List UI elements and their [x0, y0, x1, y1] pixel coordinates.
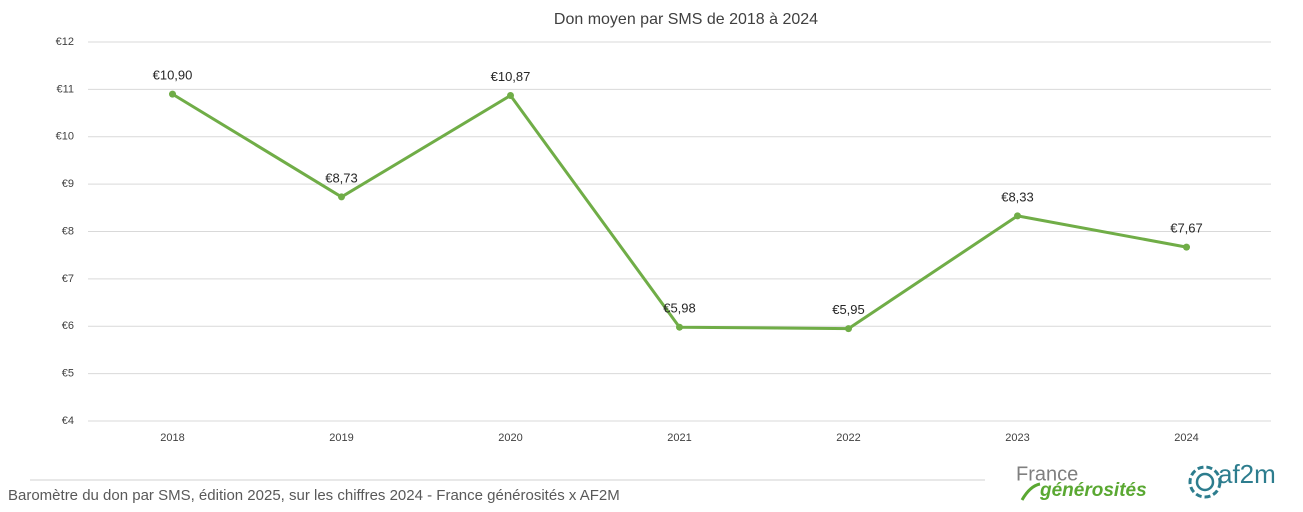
y-tick-label: €7: [62, 273, 74, 285]
logo-text: af2m: [1218, 459, 1276, 489]
y-tick-label: €12: [56, 36, 74, 48]
x-tick-label: 2022: [836, 432, 860, 444]
x-tick-label: 2021: [667, 432, 691, 444]
x-tick-label: 2020: [498, 432, 522, 444]
y-tick-label: €10: [56, 131, 74, 143]
y-tick-label: €8: [62, 225, 74, 237]
logo-text: générosités: [1039, 480, 1147, 501]
data-label: €10,90: [153, 68, 193, 83]
data-point: [169, 90, 176, 98]
logo-icon: [1195, 472, 1215, 492]
data-label: €8,73: [325, 170, 358, 185]
y-tick-label: €4: [62, 415, 74, 427]
logo-icon: [1188, 465, 1222, 499]
y-tick-label: €9: [62, 178, 74, 190]
data-label: €8,33: [1001, 189, 1034, 204]
x-tick-label: 2018: [160, 432, 184, 444]
data-point: [845, 325, 852, 333]
data-point: [507, 92, 514, 100]
data-label: €5,95: [832, 302, 865, 317]
data-label: €10,87: [491, 69, 531, 84]
data-point: [1014, 212, 1021, 220]
data-label: €5,98: [663, 301, 696, 316]
x-tick-label: 2023: [1005, 432, 1029, 444]
y-tick-label: €6: [62, 320, 74, 332]
logo-text: France: [1016, 463, 1078, 485]
chart-title: Don moyen par SMS de 2018 à 2024: [554, 11, 818, 28]
x-tick-label: 2019: [329, 432, 353, 444]
data-point: [1183, 243, 1190, 251]
footer-source: Baromètre du don par SMS, édition 2025, …: [8, 487, 620, 504]
data-line: [171, 92, 1187, 331]
y-tick-label: €11: [56, 83, 74, 95]
logo-icon: [1020, 482, 1041, 501]
data-point: [338, 193, 345, 201]
data-label: €7,67: [1170, 221, 1203, 236]
x-tick-label: 2024: [1174, 432, 1198, 444]
y-tick-label: €5: [62, 368, 74, 380]
data-point: [676, 323, 683, 331]
